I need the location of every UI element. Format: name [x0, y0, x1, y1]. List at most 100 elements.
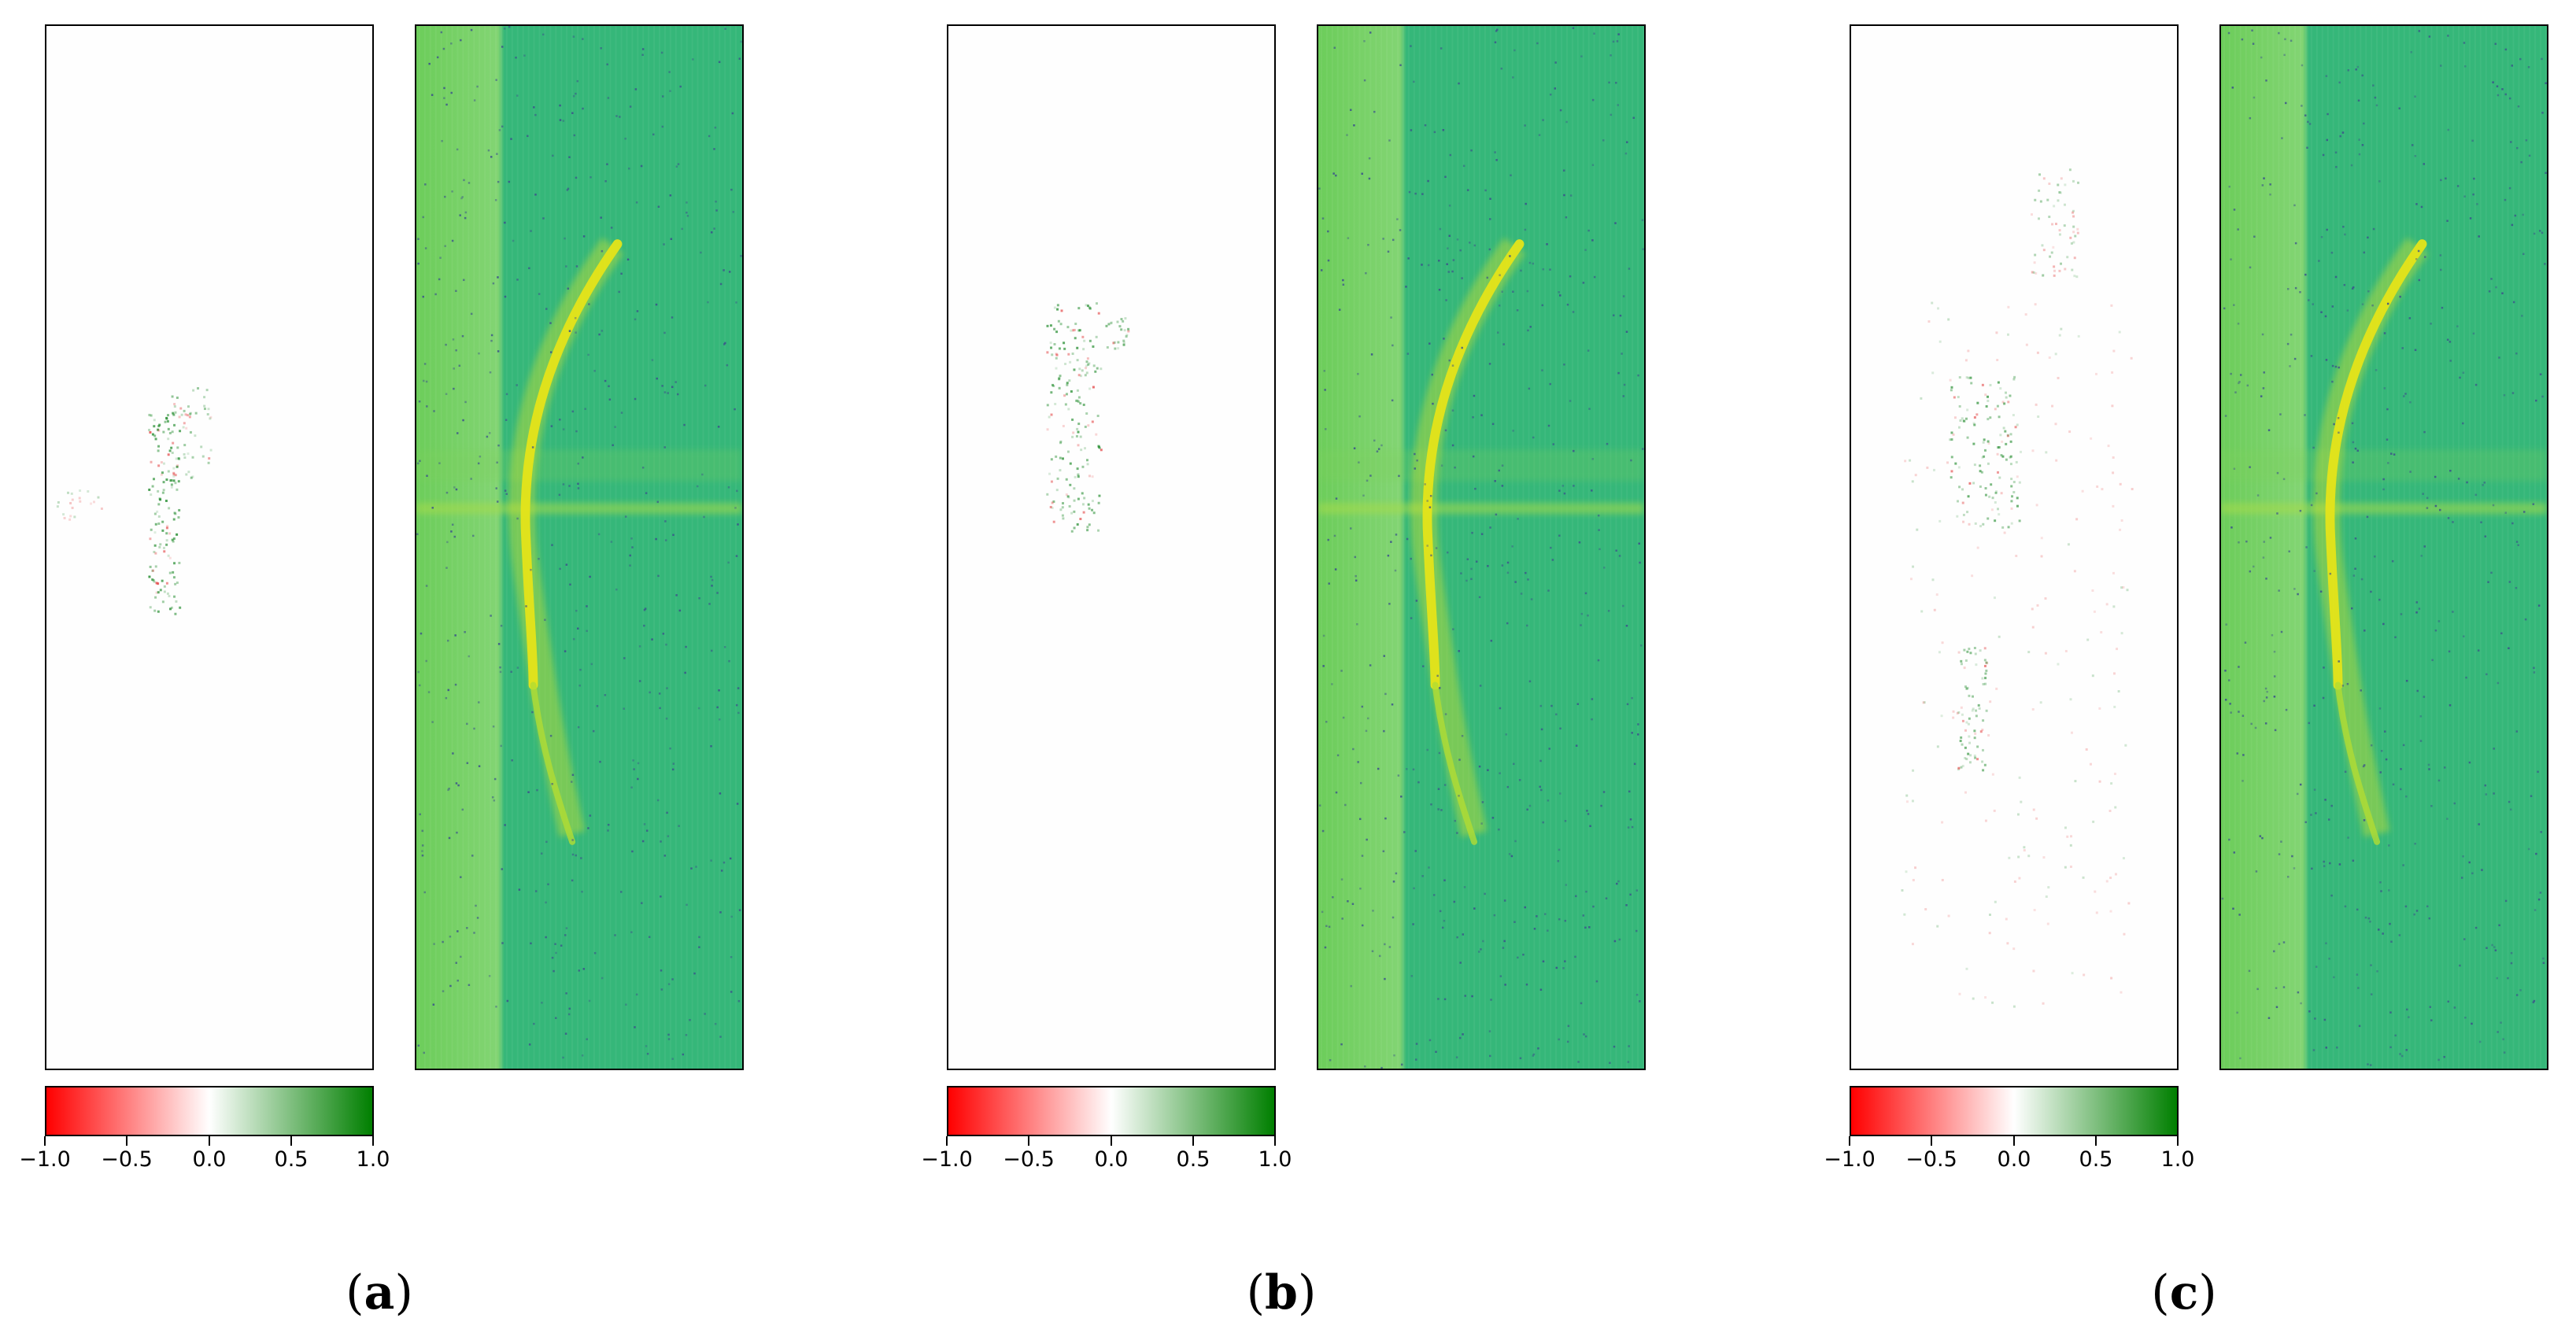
- noise-dot: [2263, 177, 2265, 179]
- attribution-point: [1937, 307, 1940, 310]
- noise-dot: [571, 410, 575, 413]
- attribution-point: [1987, 442, 1990, 445]
- attribution-point: [69, 501, 72, 504]
- noise-dot: [2532, 1001, 2535, 1003]
- noise-dot: [1354, 556, 1357, 559]
- noise-dot: [2508, 97, 2511, 100]
- noise-dot: [1586, 810, 1588, 812]
- attribution-point: [1969, 754, 1972, 757]
- attribution-point: [148, 428, 151, 431]
- attribution-point: [1085, 367, 1087, 370]
- attribution-point: [1058, 386, 1061, 390]
- noise-dot: [466, 722, 468, 726]
- noise-dot: [2508, 186, 2511, 190]
- attribution-point: [189, 430, 192, 434]
- noise-dot: [1502, 947, 1505, 949]
- noise-dot: [1510, 855, 1513, 858]
- attribution-point: [1941, 821, 1944, 824]
- attribution-point: [174, 474, 177, 477]
- noise-dot: [464, 630, 466, 633]
- attribution-point: [1059, 440, 1063, 443]
- attribution-point: [1063, 394, 1066, 397]
- noise-dot: [1358, 415, 1361, 418]
- noise-dot: [2456, 185, 2460, 187]
- noise-dot: [2311, 867, 2313, 870]
- noise-dot: [2496, 977, 2498, 980]
- noise-dot: [1438, 288, 1441, 291]
- attribution-point: [2067, 543, 2070, 546]
- noise-dot: [2323, 1018, 2327, 1021]
- noise-dot: [2225, 623, 2227, 626]
- noise-dot: [1565, 120, 1568, 124]
- noise-dot: [442, 47, 445, 50]
- noise-dot: [2242, 754, 2245, 756]
- caption-open: (: [346, 1265, 364, 1320]
- attribution-point: [2041, 244, 2044, 247]
- attribution-point: [1073, 510, 1076, 513]
- attribution-point: [1077, 444, 1080, 447]
- noise-dot: [2378, 598, 2381, 601]
- noise-dot: [1575, 744, 1578, 747]
- noise-dot: [1602, 139, 1605, 142]
- noise-dot: [2338, 431, 2340, 434]
- noise-dot: [657, 574, 660, 578]
- noise-dot: [2535, 399, 2537, 402]
- noise-dot: [634, 1026, 636, 1028]
- noise-dot: [1582, 914, 1585, 917]
- noise-dot: [460, 955, 462, 958]
- noise-dot: [1440, 464, 1443, 467]
- noise-dot: [2405, 1049, 2408, 1051]
- noise-dot: [496, 461, 498, 464]
- noise-dot: [1518, 779, 1521, 781]
- noise-dot: [508, 26, 511, 28]
- attribution-point: [180, 413, 183, 416]
- noise-dot: [559, 418, 561, 421]
- attribution-point: [2089, 763, 2092, 766]
- attribution-point: [1086, 459, 1088, 462]
- attribution-point: [171, 395, 174, 398]
- noise-dot: [1584, 926, 1587, 929]
- noise-dot: [2344, 905, 2347, 908]
- attribution-point: [2012, 481, 2016, 484]
- arc-tail: [1432, 681, 1478, 845]
- attribution-point: [2113, 772, 2116, 775]
- noise-dot: [2382, 488, 2385, 491]
- noise-dot: [610, 227, 613, 229]
- attribution-point: [1998, 635, 2001, 638]
- noise-dot: [2541, 112, 2544, 114]
- attribution-point: [2038, 173, 2041, 176]
- colorbar: [45, 1086, 374, 1136]
- attribution-point: [1905, 870, 1908, 873]
- spectrogram: [2219, 24, 2548, 1070]
- noise-dot: [2522, 511, 2526, 513]
- noise-dot: [456, 930, 459, 932]
- noise-dot: [2276, 512, 2278, 515]
- attribution-point: [1994, 408, 1997, 411]
- noise-dot: [1424, 124, 1427, 127]
- attribution-point: [184, 413, 187, 416]
- noise-dot: [686, 211, 688, 214]
- attribution-point: [2109, 910, 2112, 913]
- attribution-point: [2006, 942, 2009, 945]
- noise-dot: [468, 655, 471, 658]
- noise-dot: [666, 687, 668, 689]
- noise-dot: [1612, 314, 1615, 316]
- noise-dot: [423, 1051, 425, 1054]
- attribution-point: [1088, 362, 1091, 365]
- noise-dot: [1342, 279, 1344, 282]
- attribution-point: [1973, 647, 1976, 650]
- horizontal-haze: [2221, 449, 2547, 482]
- attribution-point: [174, 411, 177, 414]
- noise-dot: [1398, 474, 1400, 478]
- attribution-point: [2124, 744, 2127, 747]
- noise-dot: [567, 287, 570, 290]
- noise-dot: [2282, 941, 2286, 943]
- noise-dot: [728, 271, 731, 273]
- attribution-point: [2035, 271, 2038, 275]
- attribution-point: [1110, 322, 1113, 325]
- noise-dot: [2400, 768, 2402, 770]
- attribution-point: [1096, 367, 1099, 370]
- noise-dot: [684, 671, 686, 674]
- attribution-point: [2069, 865, 2072, 868]
- attribution-point: [1905, 794, 1909, 797]
